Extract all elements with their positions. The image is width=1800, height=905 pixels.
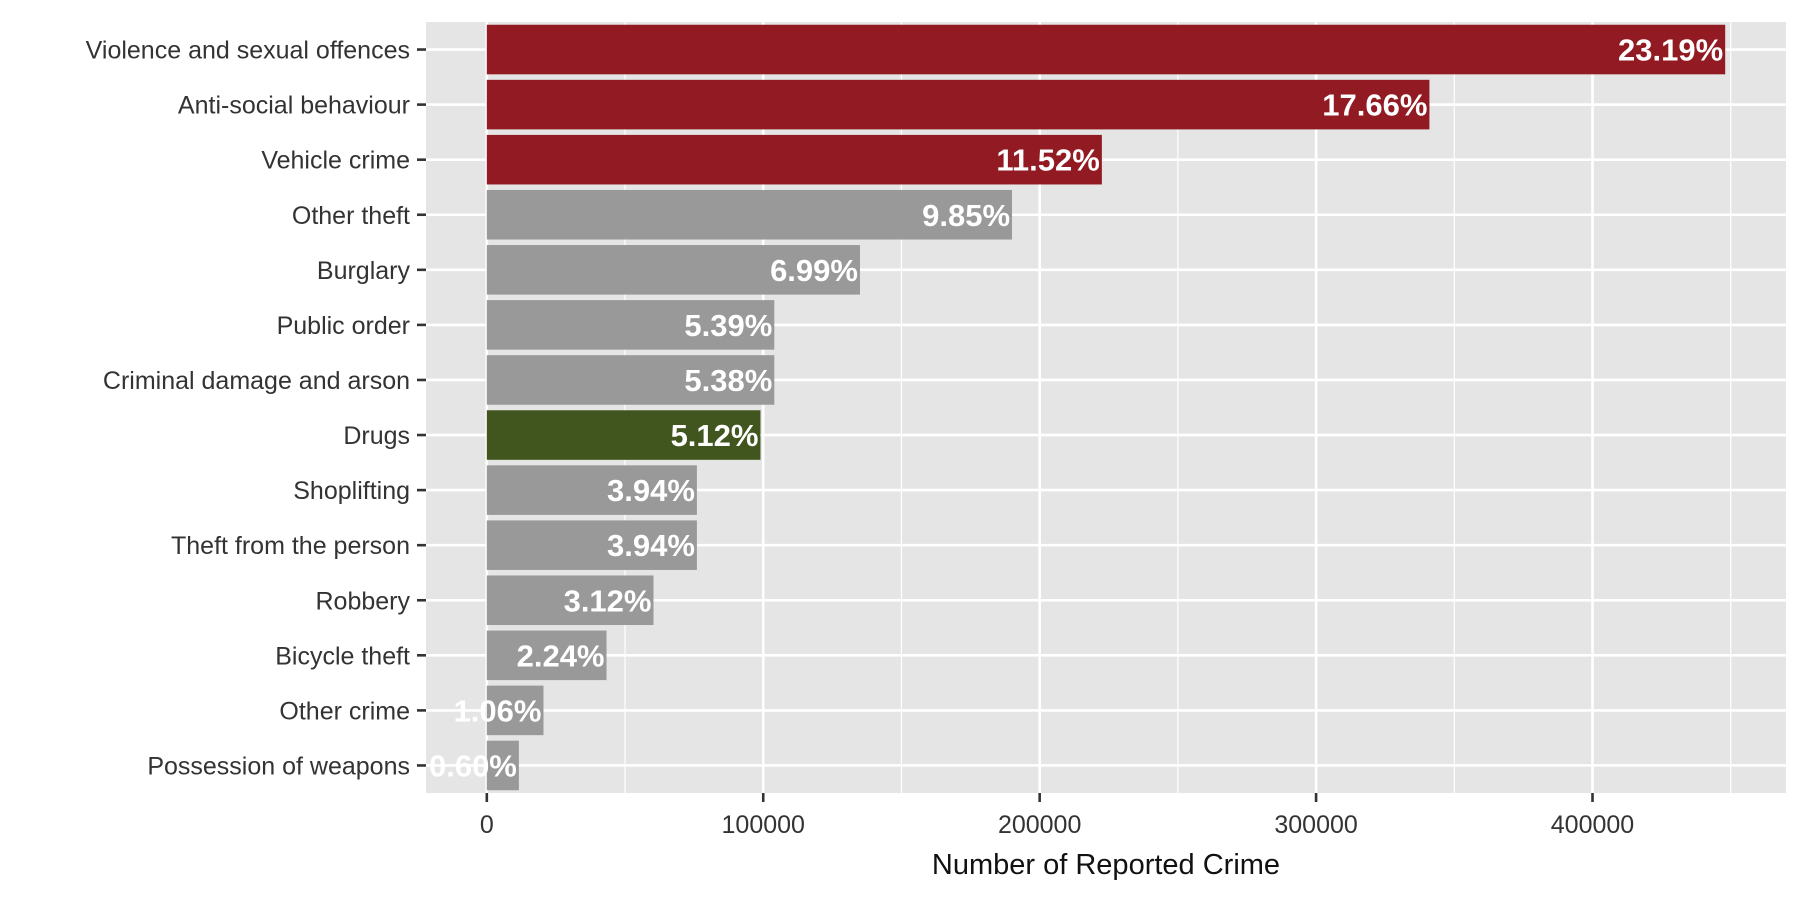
y-tick-label: Bicycle theft bbox=[275, 642, 410, 670]
bar bbox=[486, 189, 1013, 240]
y-tick-label: Drugs bbox=[343, 422, 410, 450]
bar bbox=[486, 575, 654, 626]
bar bbox=[486, 79, 1430, 130]
data-label: 6.99% bbox=[770, 253, 858, 288]
bar bbox=[486, 465, 697, 515]
x-tick-label: 100000 bbox=[722, 811, 805, 839]
data-label: 11.52% bbox=[996, 143, 1099, 178]
x-axis-title: Number of Reported Crime bbox=[932, 849, 1280, 881]
bar bbox=[486, 410, 761, 460]
data-label: 5.12% bbox=[671, 418, 759, 453]
data-label: 23.19% bbox=[1618, 33, 1723, 68]
y-axis: Violence and sexual offences Anti-social … bbox=[86, 37, 426, 780]
data-label: 5.39% bbox=[684, 308, 772, 343]
bars bbox=[486, 24, 1726, 791]
bar bbox=[486, 355, 775, 405]
y-tick-label: Possession of weapons bbox=[147, 752, 410, 780]
bar bbox=[486, 134, 1102, 185]
data-label: 17.66% bbox=[1322, 88, 1427, 123]
x-axis: 0 100000 200000 300000 400000 bbox=[480, 793, 1634, 839]
y-tick-label: Burglary bbox=[317, 257, 411, 285]
data-label: 0.60% bbox=[429, 748, 517, 783]
y-tick-label: Public order bbox=[277, 312, 410, 340]
data-label: 2.24% bbox=[517, 638, 605, 673]
x-tick-label: 400000 bbox=[1551, 811, 1634, 839]
data-label: 3.94% bbox=[607, 473, 695, 508]
y-tick-label: Other crime bbox=[279, 697, 410, 725]
data-label: 3.94% bbox=[607, 528, 695, 563]
bar bbox=[486, 245, 860, 295]
y-tick-label: Criminal damage and arson bbox=[103, 367, 410, 395]
data-label: 1.06% bbox=[454, 693, 542, 728]
bar bbox=[486, 520, 697, 570]
bar bbox=[486, 685, 544, 736]
y-tick-label: Other theft bbox=[292, 202, 410, 230]
bar bbox=[486, 630, 607, 681]
x-tick-label: 300000 bbox=[1274, 811, 1357, 839]
x-tick-label: 200000 bbox=[998, 811, 1081, 839]
data-label: 3.12% bbox=[564, 583, 652, 618]
x-tick-label: 0 bbox=[480, 811, 494, 839]
y-tick-label: Violence and sexual offences bbox=[86, 37, 410, 65]
bar bbox=[486, 740, 519, 791]
y-tick-label: Vehicle crime bbox=[261, 147, 410, 175]
y-tick-label: Shoplifting bbox=[293, 477, 410, 505]
y-tick-label: Robbery bbox=[316, 587, 411, 615]
bar bbox=[486, 24, 1726, 75]
data-labels: 23.19% 17.66% 11.52% 9.85% 6.99% 5.39% 5.38% 5.… bbox=[429, 33, 1723, 784]
y-tick-label: Anti-social behaviour bbox=[178, 92, 410, 120]
data-label: 5.38% bbox=[684, 363, 772, 398]
data-label: 9.85% bbox=[922, 198, 1010, 233]
bar bbox=[486, 300, 775, 350]
y-tick-label: Theft from the person bbox=[171, 532, 410, 560]
